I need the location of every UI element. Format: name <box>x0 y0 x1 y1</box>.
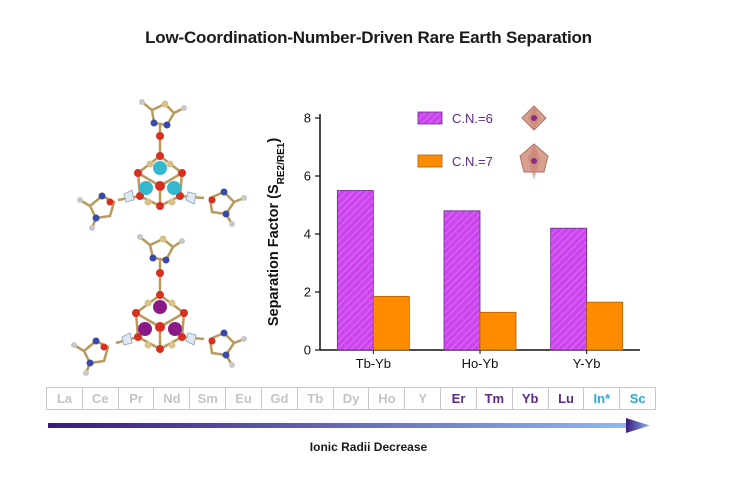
chart-y-tick-labels: 0 2 4 6 8 <box>304 111 320 358</box>
chart-legend: C.N.=6 C.N.=7 <box>417 105 549 180</box>
legend-label-cn7: C.N.=7 <box>452 154 493 169</box>
element-cell: Nd <box>154 388 191 409</box>
top-complex-illustration <box>77 99 247 231</box>
element-cell: Tm <box>477 388 513 409</box>
pentagonal-bipyramid-icon <box>519 143 549 180</box>
x-tick-label: Ho-Yb <box>462 356 499 371</box>
element-cell: In* <box>584 388 621 409</box>
element-cell: Dy <box>334 388 370 409</box>
bar-ho-yb-series-1 <box>443 210 481 351</box>
y-tick-label: 8 <box>304 111 311 126</box>
x-tick-label: Y-Yb <box>573 356 601 371</box>
chart-x-tick-labels: Tb-Yb Ho-Yb Y-Yb <box>356 350 601 371</box>
legend-label-cn6: C.N.=6 <box>452 111 493 126</box>
y-tick-label: 0 <box>304 343 311 358</box>
element-cell: Tb <box>298 388 334 409</box>
element-cell: Er <box>441 388 477 409</box>
y-tick-label: 2 <box>304 285 311 300</box>
element-cell: Yb <box>513 388 549 409</box>
element-cell: Eu <box>226 388 262 409</box>
bar-ho-yb-series-2 <box>479 311 517 351</box>
element-cell: La <box>47 388 83 409</box>
x-tick-label: Tb-Yb <box>356 356 391 371</box>
bar-tb-yb-series-1 <box>336 190 374 351</box>
chart-bars <box>336 190 624 351</box>
element-cell: Lu <box>549 388 585 409</box>
element-cell: Sc <box>629 391 646 406</box>
bar-y-yb-series-2 <box>586 301 624 351</box>
arrow-caption: Ionic Radii Decrease <box>309 440 428 454</box>
element-cell: Y <box>405 388 442 409</box>
element-cell: Ce <box>83 388 119 409</box>
arrow-head <box>626 418 650 433</box>
element-series-row: La Ce Pr Nd Sm Eu Gd Tb Dy Ho Y Er Tm Yb Lu In* Sc <box>46 387 656 410</box>
y-tick-label: 6 <box>304 169 311 184</box>
element-cell: Pr <box>119 388 155 409</box>
y-tick-label: 4 <box>304 227 311 242</box>
y-axis-title: Separation Factor (SRE2/RE1) <box>266 138 287 327</box>
element-cell: Sm <box>190 388 227 409</box>
bar-tb-yb-series-2 <box>372 295 410 351</box>
figure-title: Low-Coordination-Number-Driven Rare Eart… <box>145 28 592 47</box>
bottom-complex-illustration <box>71 234 247 376</box>
bar-y-yb-series-1 <box>550 227 588 351</box>
octahedron-icon <box>521 105 547 131</box>
ionic-radii-arrow <box>48 418 650 433</box>
element-cell: Ho <box>369 388 406 409</box>
molecular-structures-illustration <box>71 99 247 376</box>
legend-swatch-cn6 <box>417 111 443 125</box>
legend-swatch-cn7 <box>417 154 443 168</box>
element-cell: Gd <box>262 388 298 409</box>
